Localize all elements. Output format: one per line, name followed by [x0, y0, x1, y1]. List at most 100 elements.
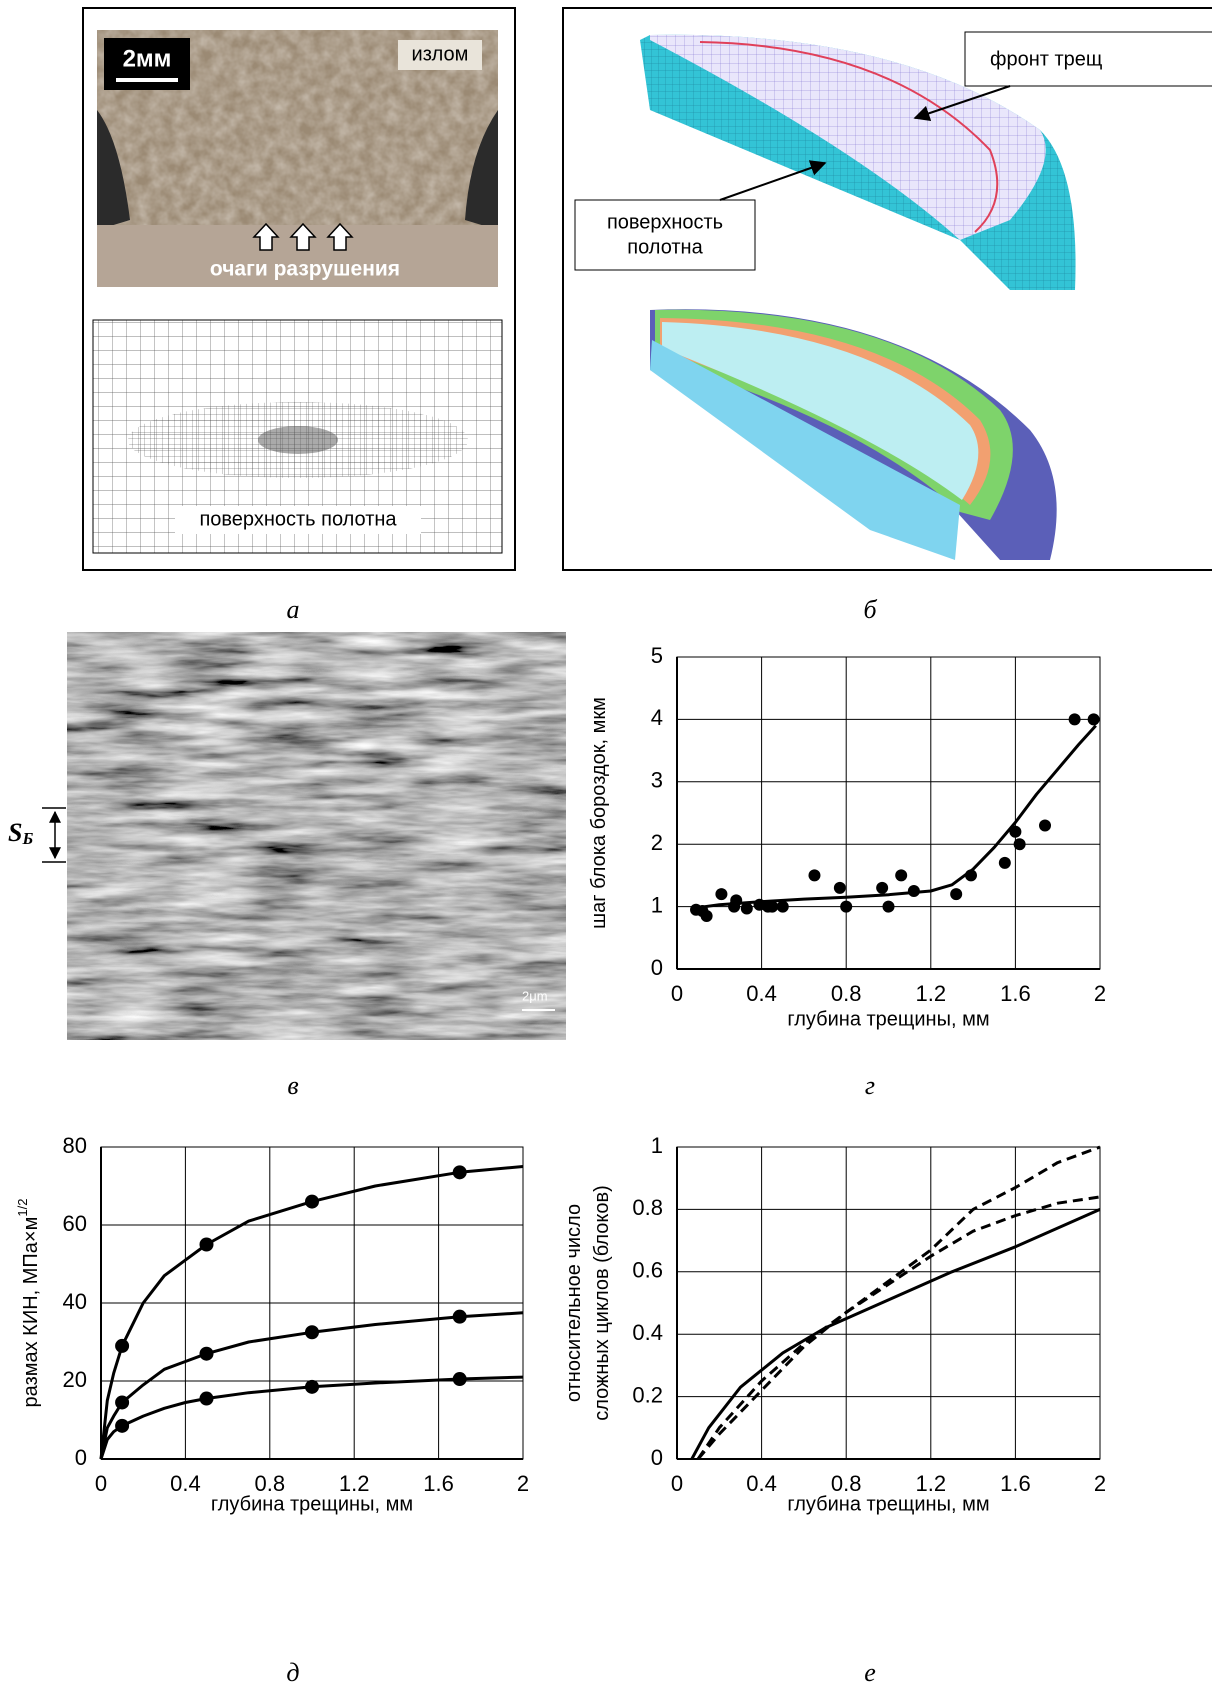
y-axis-title: шаг блока бороздок, мкм [588, 697, 610, 929]
data-point [833, 881, 846, 894]
data-point [715, 888, 728, 901]
y-axis-title: размах КИН, МПа×м1/2 [15, 1199, 42, 1408]
data-point [776, 900, 789, 913]
data-marker [115, 1338, 130, 1353]
data-point [808, 869, 821, 882]
caption: а [287, 595, 300, 624]
y-tick-label: 0 [75, 1445, 87, 1470]
y-tick-label: 0 [651, 1445, 663, 1470]
data-marker [115, 1418, 130, 1433]
y-tick-label: 3 [651, 768, 663, 793]
y-axis-title: сложных циклов (блоков) [591, 1185, 613, 1421]
data-point [895, 869, 908, 882]
x-tick-label: 0 [671, 981, 683, 1006]
y-tick-label: 2 [651, 830, 663, 855]
x-tick-label: 0 [671, 1471, 683, 1496]
y-axis-title-text: сложных циклов (блоков) [591, 1185, 613, 1421]
data-line [99, 1375, 524, 1460]
data-point [876, 881, 889, 894]
surface-label: поверхность полотна [199, 508, 397, 530]
spacing-subscript: Б [21, 829, 33, 848]
data-marker [305, 1379, 319, 1394]
y-tick-label: 0.2 [632, 1382, 663, 1407]
stress-side [650, 340, 960, 560]
x-tick-label: 0.8 [831, 1471, 862, 1496]
data-point [766, 900, 779, 913]
chart-line: 0 0.4 0.8 1.2 1.6 2 0 0.2 0.4 0.6 0.8 1 глубина трещ… [563, 1133, 1106, 1687]
data-marker [452, 1309, 467, 1324]
data-marker [199, 1346, 214, 1361]
y-tick-label: 80 [63, 1133, 87, 1158]
data-marker [305, 1325, 319, 1340]
data-line [99, 1311, 524, 1460]
y-axis-title-text: относительное число [563, 1204, 585, 1402]
label-bg [398, 40, 482, 70]
x-tick-label: 2 [1094, 1471, 1106, 1496]
crack-front [699, 41, 999, 233]
data-point [740, 902, 753, 915]
data-point [950, 888, 963, 901]
panel-b: фронт трещ поверхность полотна б [562, 7, 1212, 624]
y-axis-title: относительное число [563, 1204, 585, 1402]
callout-box [574, 199, 756, 271]
data-line [696, 1195, 1101, 1460]
y-tick-label: 4 [651, 705, 663, 730]
y-tick-label: 1 [651, 892, 663, 917]
data-point [882, 900, 895, 913]
y-tick-label: 0.4 [632, 1320, 663, 1345]
x-tick-label: 1.6 [1000, 981, 1031, 1006]
plot-frame [676, 1146, 1101, 1460]
y-tick-label: 20 [63, 1367, 87, 1392]
data-line [99, 1165, 524, 1460]
data-point [1087, 713, 1100, 726]
crack-mesh [650, 34, 1046, 241]
y-tick-label: 0 [651, 955, 663, 980]
x-tick-label: 2 [517, 1471, 529, 1496]
x-tick-label: 2 [1094, 981, 1106, 1006]
panel-frame [562, 7, 1212, 571]
y-axis-title-sup: 1/2 [15, 1199, 30, 1217]
mesh-dense [258, 426, 338, 454]
x-axis-title: глубина трещины, мм [211, 1493, 413, 1515]
sem-texture [67, 632, 566, 1040]
y-tick-label: 40 [63, 1289, 87, 1314]
panel-a: 2мм излом очаги разрушения поверхность п… [82, 7, 516, 624]
y-tick-label: 0.8 [632, 1195, 663, 1220]
data-point [1039, 819, 1052, 832]
spacing-symbol: S [8, 818, 22, 847]
x-axis-title: глубина трещины, мм [787, 1008, 989, 1030]
label-bg [175, 506, 421, 534]
data-point [840, 900, 853, 913]
data-marker [199, 1391, 214, 1406]
y-tick-label: 60 [63, 1211, 87, 1236]
data-marker [305, 1194, 319, 1209]
data-point [998, 856, 1011, 869]
surface-label: полотна [627, 236, 703, 258]
data-point [1009, 825, 1022, 838]
fracture-label: излом [412, 43, 469, 65]
y-axis-title-text: размах КИН, МПа×м [20, 1217, 42, 1408]
data-marker [452, 1372, 467, 1387]
x-tick-label: 0.4 [746, 981, 777, 1006]
x-tick-label: 1.6 [423, 1471, 454, 1496]
scale-bar-label: 2мм [123, 45, 172, 72]
x-tick-label: 0.8 [831, 981, 862, 1006]
x-tick-label: 1.2 [339, 1471, 370, 1496]
x-tick-label: 1.6 [1000, 1471, 1031, 1496]
data-point [700, 909, 713, 922]
y-tick-label: 0.6 [632, 1258, 663, 1283]
x-tick-label: 1.2 [916, 981, 947, 1006]
data-line [696, 1145, 1101, 1460]
caption: д [286, 1658, 299, 1687]
data-line [691, 724, 1097, 910]
callout-arrow [719, 160, 827, 201]
spacing-label: SБ [8, 818, 33, 848]
panel-frame [82, 7, 516, 571]
data-point [1068, 713, 1081, 726]
panel-v: 2μm SБ в [8, 632, 566, 1100]
x-tick-label: 0.4 [746, 1471, 777, 1496]
caption: в [287, 1071, 298, 1100]
